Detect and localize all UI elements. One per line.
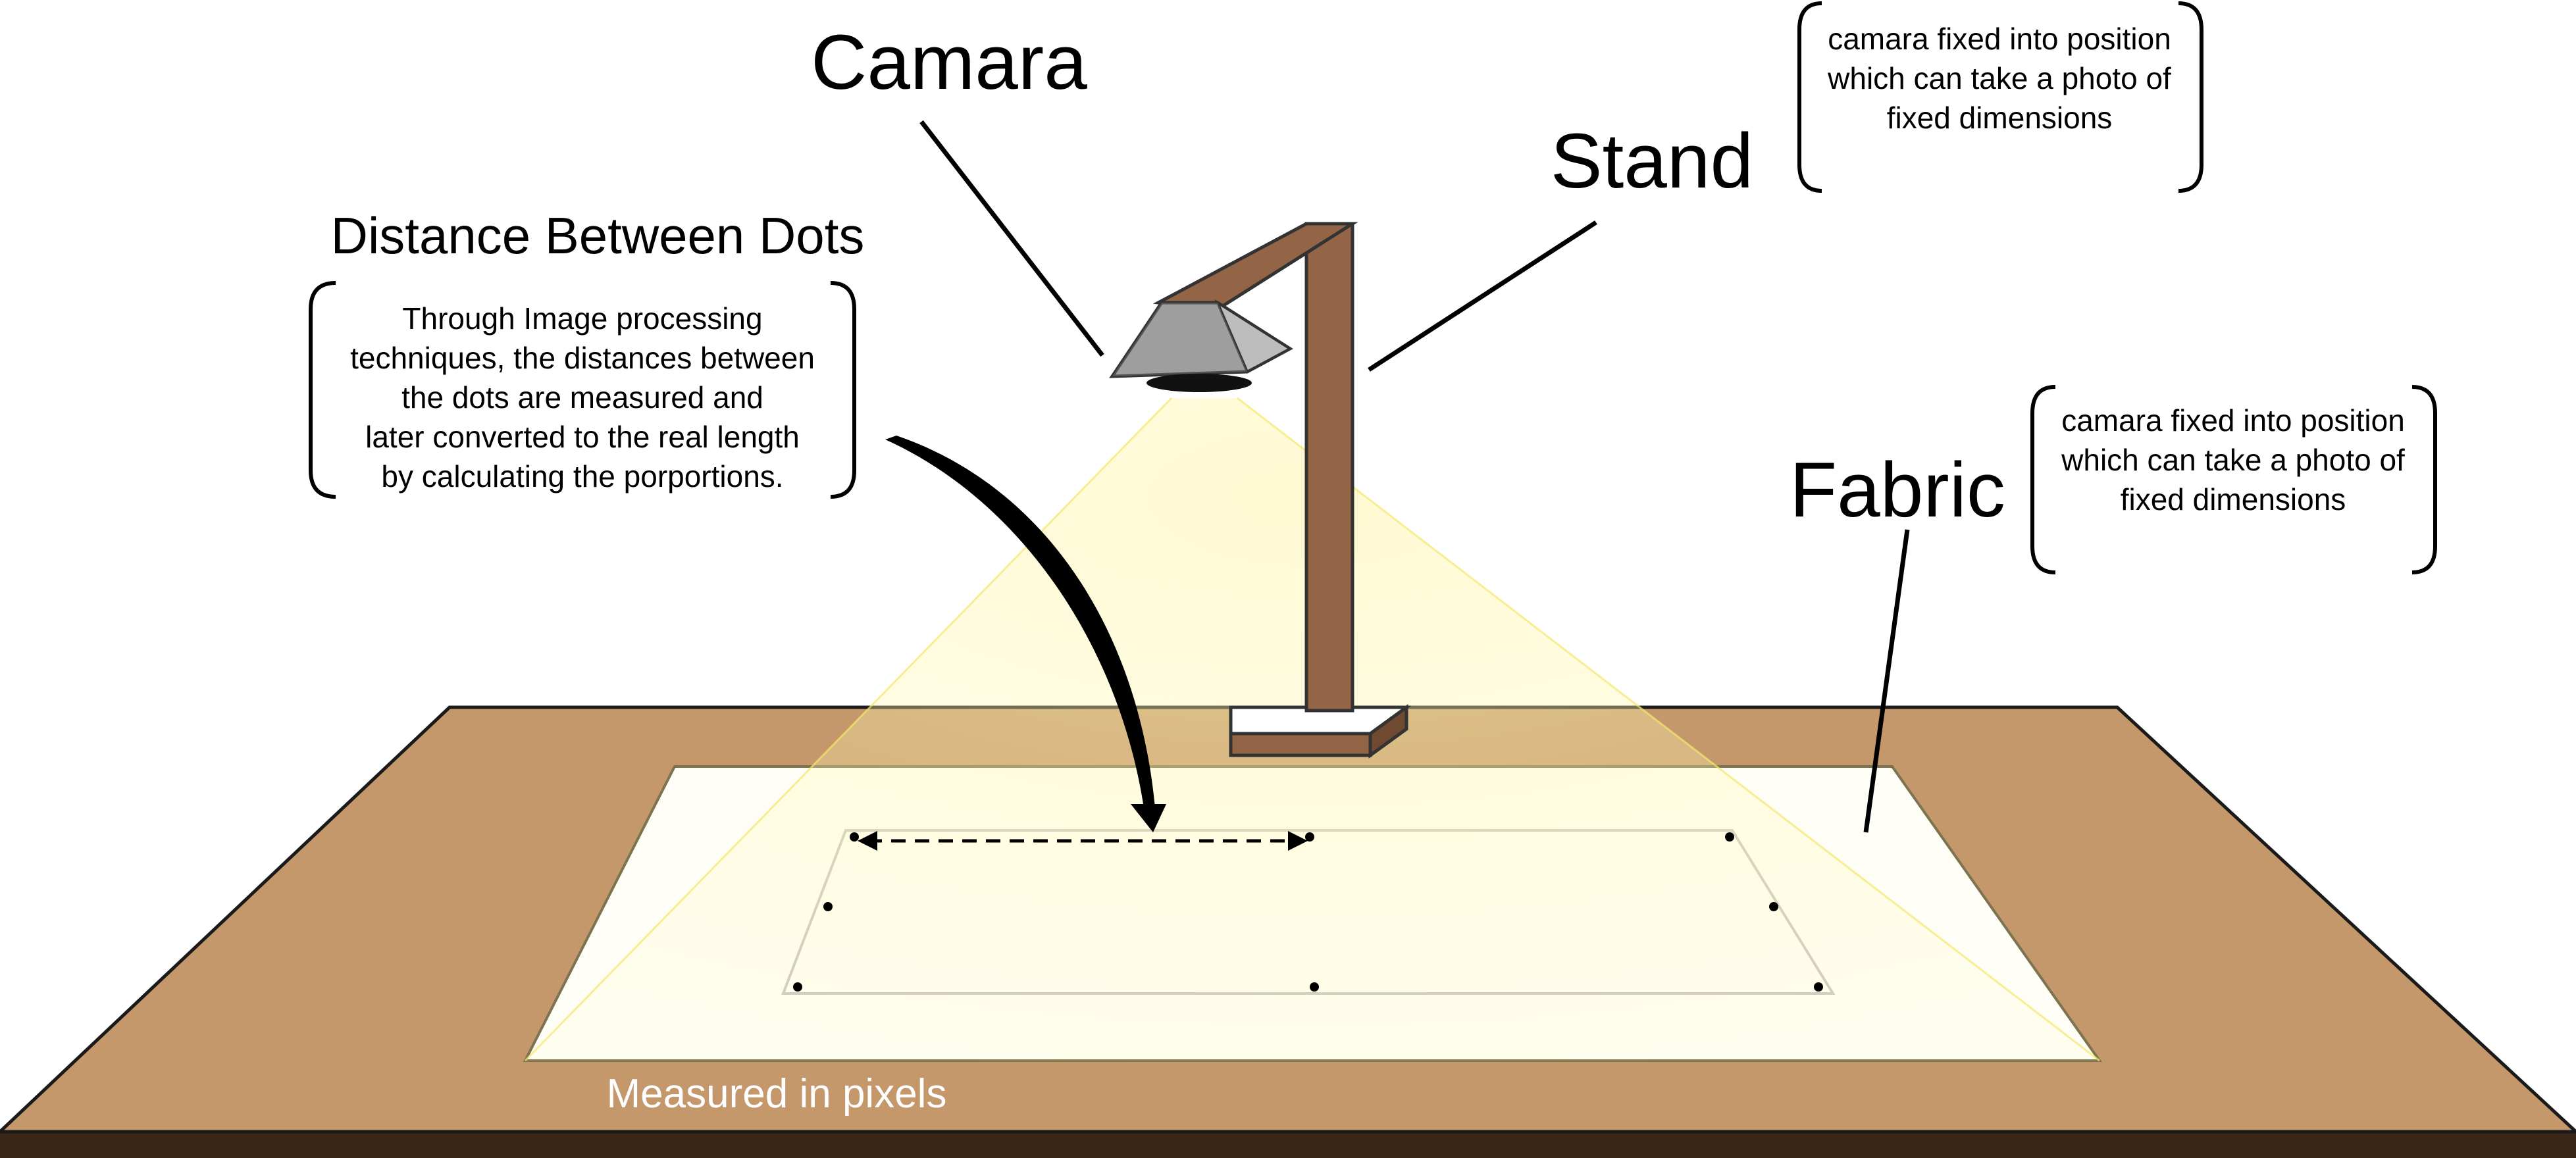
distance-note: Through Image processing techniques, the… bbox=[350, 301, 815, 493]
measured-label: Measured in pixels bbox=[607, 1071, 947, 1117]
camera bbox=[1109, 299, 1293, 392]
fabric-note-line: camara fixed into position bbox=[2061, 403, 2405, 438]
dot bbox=[1814, 982, 1823, 992]
distance-note-line: techniques, the distances between bbox=[350, 341, 815, 375]
stand-label: Stand bbox=[1551, 118, 1753, 205]
stand-base-front bbox=[1229, 732, 1372, 757]
dot bbox=[850, 832, 859, 842]
dot bbox=[793, 982, 802, 992]
stand-note-line: which can take a photo of bbox=[1827, 61, 2171, 95]
distance-note-brackets bbox=[309, 281, 856, 499]
distance-note-line: by calculating the porportions. bbox=[381, 459, 783, 493]
stand bbox=[1152, 222, 1412, 759]
table-edge bbox=[0, 1132, 2576, 1158]
fabric-note: camara fixed into position which can tak… bbox=[2061, 403, 2405, 516]
camera-label: Camara bbox=[811, 19, 1087, 106]
camera-lens bbox=[1146, 374, 1252, 392]
stand-base-side bbox=[1368, 704, 1408, 759]
distance-heading: Distance Between Dots bbox=[331, 207, 865, 264]
camera-facet bbox=[1214, 299, 1293, 374]
stand-note-line: fixed dimensions bbox=[1887, 101, 2113, 135]
distance-note-line: later converted to the real length bbox=[365, 420, 800, 454]
stand-leader bbox=[1368, 220, 1597, 372]
curved-arrow-head bbox=[1131, 804, 1166, 832]
stand-note: camara fixed into position which can tak… bbox=[1827, 22, 2171, 135]
distance-note-line: Through Image processing bbox=[402, 301, 762, 336]
dot bbox=[1310, 982, 1319, 992]
curved-arrow bbox=[885, 436, 1166, 832]
stand-pole bbox=[1304, 222, 1354, 713]
distance-note-line: the dots are measured and bbox=[401, 380, 763, 415]
camera-leader bbox=[919, 120, 1104, 357]
fabric-note-brackets bbox=[2030, 385, 2437, 574]
dot bbox=[1725, 832, 1734, 842]
dot bbox=[1305, 832, 1314, 842]
curved-arrow-body bbox=[885, 436, 1155, 808]
dot bbox=[1769, 902, 1778, 911]
stand-note-brackets bbox=[1797, 1, 2203, 193]
fabric-leader bbox=[1863, 529, 1910, 833]
stand-note-line: camara fixed into position bbox=[1828, 22, 2171, 56]
fabric-note-line: fixed dimensions bbox=[2121, 482, 2346, 516]
fabric-note-line: which can take a photo of bbox=[2061, 443, 2405, 477]
camera-facet-dark bbox=[1112, 303, 1247, 376]
fabric-label: Fabric bbox=[1790, 447, 2005, 534]
dot bbox=[823, 902, 833, 911]
